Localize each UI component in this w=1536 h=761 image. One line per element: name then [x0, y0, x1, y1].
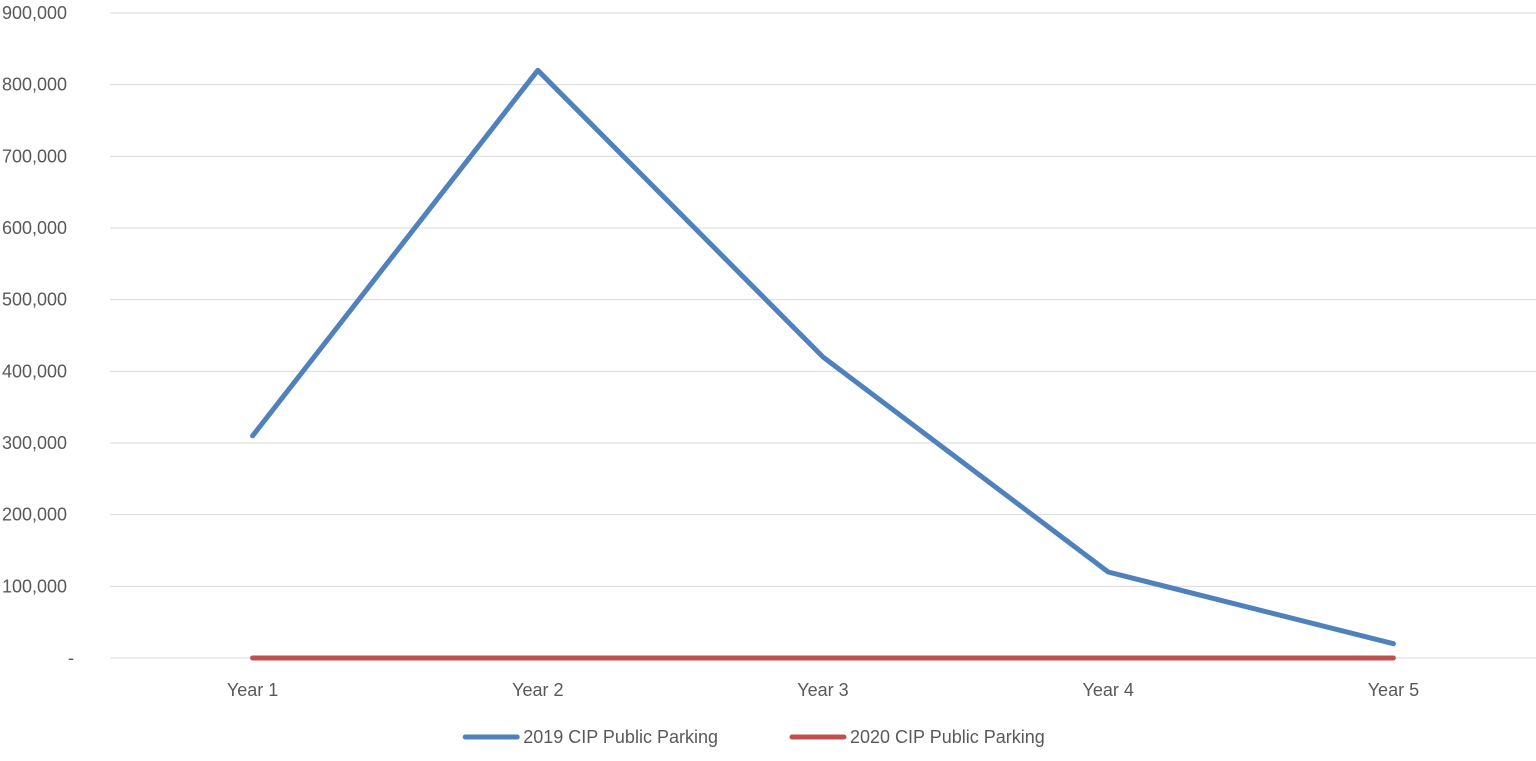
series-line-1 — [250, 67, 1396, 647]
legend-label-2: 2020 CIP Public Parking — [850, 727, 1045, 747]
y-tick-label: 900,000 — [2, 3, 67, 23]
x-tick-label: Year 4 — [1083, 680, 1134, 700]
x-tick-label: Year 5 — [1368, 680, 1419, 700]
y-tick-label: - — [68, 648, 74, 668]
x-tick-label: Year 2 — [512, 680, 563, 700]
legend: 2019 CIP Public Parking 2020 CIP Public P… — [462, 727, 1045, 747]
y-tick-label: 200,000 — [2, 505, 67, 525]
gridlines — [110, 12, 1536, 659]
y-tick-label: 600,000 — [2, 218, 67, 238]
y-tick-label: 100,000 — [2, 576, 67, 596]
y-tick-label: 500,000 — [2, 290, 67, 310]
x-tick-label: Year 3 — [797, 680, 848, 700]
series-lines — [250, 67, 1396, 661]
y-tick-label: 400,000 — [2, 361, 67, 381]
y-tick-label: 800,000 — [2, 75, 67, 95]
y-axis-tick-labels: - 100,000 200,000 300,000 400,000 500,000 600,… — [2, 3, 74, 668]
legend-label-1: 2019 CIP Public Parking — [523, 727, 718, 747]
x-tick-label: Year 1 — [227, 680, 278, 700]
x-axis-tick-labels: Year 1 Year 2 Year 3 Year 4 Year 5 — [227, 680, 1419, 700]
y-tick-label: 700,000 — [2, 146, 67, 166]
y-tick-label: 300,000 — [2, 433, 67, 453]
